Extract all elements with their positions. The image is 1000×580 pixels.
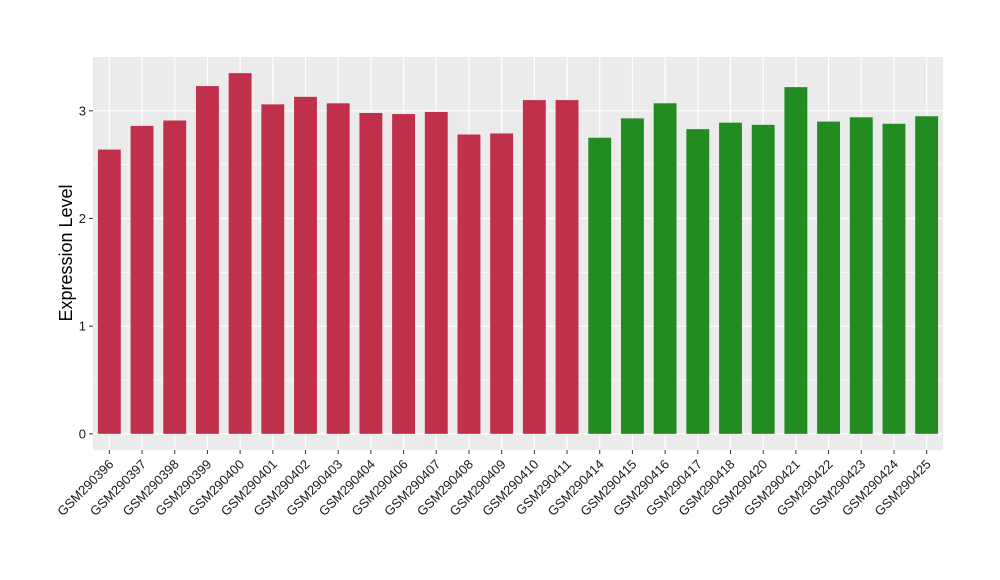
bar — [686, 129, 710, 434]
bar — [588, 137, 612, 434]
y-tick-label: 2 — [79, 211, 86, 226]
y-tick-label: 1 — [79, 319, 86, 334]
y-axis: 0 1 2 3 — [79, 103, 93, 441]
bar — [555, 100, 579, 434]
bar — [294, 96, 317, 434]
bar — [849, 117, 873, 434]
bar — [195, 86, 219, 434]
bar — [784, 87, 808, 434]
bar — [392, 114, 416, 434]
bar — [653, 103, 677, 434]
bar — [490, 133, 514, 434]
bar — [719, 122, 742, 434]
bar — [620, 118, 644, 434]
bar — [228, 73, 252, 434]
bar — [457, 134, 481, 434]
x-axis: GSM290396GSM290397GSM290398GSM290399GSM2… — [54, 450, 934, 519]
bar — [751, 124, 775, 434]
plot-panel — [93, 57, 943, 450]
bar — [326, 103, 350, 434]
y-tick-label: 3 — [79, 103, 86, 118]
bar — [130, 125, 154, 434]
bar — [261, 104, 285, 434]
bar — [359, 112, 383, 434]
bar — [424, 111, 448, 434]
bar — [163, 120, 187, 434]
bar — [97, 149, 121, 434]
y-axis-title: Expression Level — [56, 184, 76, 321]
bars — [97, 73, 939, 434]
bar — [817, 121, 841, 434]
bar — [522, 100, 546, 434]
bar — [882, 123, 906, 434]
bar — [915, 116, 939, 434]
y-tick-label: 0 — [79, 426, 86, 441]
